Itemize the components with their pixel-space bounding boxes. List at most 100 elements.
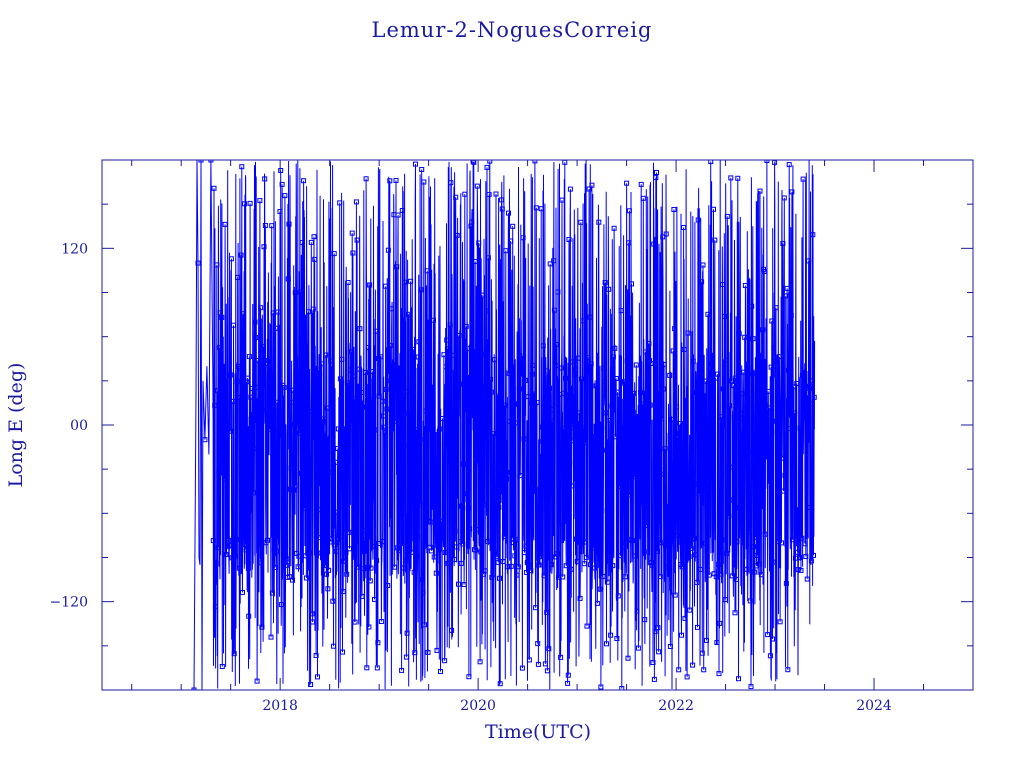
data-point-marker — [783, 293, 789, 299]
data-point-marker — [788, 312, 794, 318]
data-point-marker — [807, 383, 813, 389]
data-point-marker — [528, 568, 534, 574]
data-point-marker — [630, 419, 636, 425]
data-point-marker — [776, 354, 782, 360]
data-point-marker — [240, 589, 245, 595]
data-point-marker — [327, 539, 333, 545]
data-point-marker — [757, 188, 763, 194]
data-point-marker — [395, 212, 401, 218]
data-point-marker — [432, 491, 438, 497]
data-point-marker — [249, 440, 254, 446]
data-point-marker — [610, 563, 616, 569]
data-point-marker — [763, 441, 768, 447]
data-point-marker — [576, 534, 582, 540]
data-point-marker — [382, 430, 388, 436]
data-point-marker — [622, 379, 627, 385]
data-point-marker — [720, 282, 725, 287]
data-point-marker — [259, 624, 265, 630]
data-point-marker — [713, 574, 719, 580]
data-point-marker — [585, 355, 591, 361]
data-point-marker — [353, 440, 359, 445]
data-point-marker — [359, 593, 365, 599]
data-point-marker — [621, 380, 627, 386]
data-point-marker — [672, 326, 678, 332]
data-point-marker — [281, 567, 286, 573]
data-point-marker — [234, 379, 240, 385]
data-point-marker — [362, 537, 368, 543]
data-point-marker — [242, 201, 248, 207]
data-point-marker — [745, 366, 751, 372]
data-point-marker — [438, 669, 443, 674]
data-point-marker — [481, 501, 487, 507]
data-point-marker — [498, 410, 504, 416]
data-point-marker — [597, 586, 603, 592]
data-point-marker — [646, 340, 652, 346]
data-point-marker — [278, 602, 284, 608]
data-point-marker — [520, 235, 526, 241]
data-point-marker — [538, 206, 544, 212]
y-tick-label: 120 — [61, 241, 88, 257]
data-point-marker — [489, 574, 495, 580]
data-point-marker — [615, 389, 621, 395]
data-point-marker — [715, 561, 721, 567]
data-point-marker — [699, 279, 705, 285]
data-point-marker — [749, 371, 755, 377]
data-point-marker — [375, 640, 381, 646]
plot-area — [191, 160, 817, 690]
data-point-marker — [522, 550, 527, 556]
data-point-marker — [602, 280, 608, 285]
data-point-marker — [476, 424, 482, 430]
data-point-marker — [420, 590, 426, 596]
data-point-marker — [645, 420, 650, 426]
data-point-marker — [751, 569, 757, 575]
data-point-marker — [342, 489, 348, 495]
data-point-marker — [662, 446, 668, 452]
data-point-marker — [811, 394, 817, 400]
data-point-marker — [760, 327, 766, 333]
data-point-marker — [283, 562, 289, 568]
data-point-marker — [506, 370, 512, 376]
data-point-marker — [585, 364, 591, 370]
data-point-marker — [315, 674, 320, 680]
data-point-marker — [647, 358, 652, 364]
data-point-marker — [704, 455, 710, 461]
data-point-marker — [656, 522, 662, 528]
data-point-marker — [376, 393, 382, 399]
data-point-marker — [652, 629, 658, 635]
data-point-marker — [474, 527, 480, 533]
data-point-marker — [717, 620, 723, 626]
data-point-marker — [262, 176, 268, 182]
data-point-marker — [462, 191, 468, 197]
data-point-marker — [245, 464, 251, 470]
data-point-marker — [497, 575, 502, 581]
data-point-marker — [300, 469, 306, 475]
data-point-marker — [526, 657, 532, 663]
data-point-marker — [449, 627, 455, 633]
data-point-marker — [219, 664, 225, 669]
data-point-marker — [560, 574, 566, 580]
data-point-marker — [251, 490, 257, 496]
data-point-marker — [721, 423, 727, 429]
data-point-marker — [561, 390, 567, 396]
data-point-marker — [704, 637, 709, 643]
data-point-marker — [402, 279, 408, 285]
data-point-marker — [569, 483, 575, 489]
data-point-marker — [808, 401, 814, 407]
data-point-marker — [319, 416, 325, 422]
data-point-marker — [504, 469, 510, 475]
data-point-marker — [389, 306, 395, 312]
data-point-marker — [301, 505, 307, 511]
data-point-marker — [660, 234, 666, 240]
data-point-marker — [532, 160, 538, 164]
data-point-marker — [687, 607, 693, 613]
data-point-marker — [571, 424, 577, 430]
data-point-marker — [727, 464, 733, 470]
data-point-marker — [702, 540, 708, 546]
data-point-marker — [629, 538, 635, 543]
data-point-marker — [619, 686, 625, 690]
data-point-marker — [214, 262, 220, 268]
data-point-marker — [454, 232, 460, 238]
data-point-marker — [745, 431, 750, 437]
data-point-marker — [559, 197, 565, 203]
data-point-marker — [714, 640, 720, 646]
